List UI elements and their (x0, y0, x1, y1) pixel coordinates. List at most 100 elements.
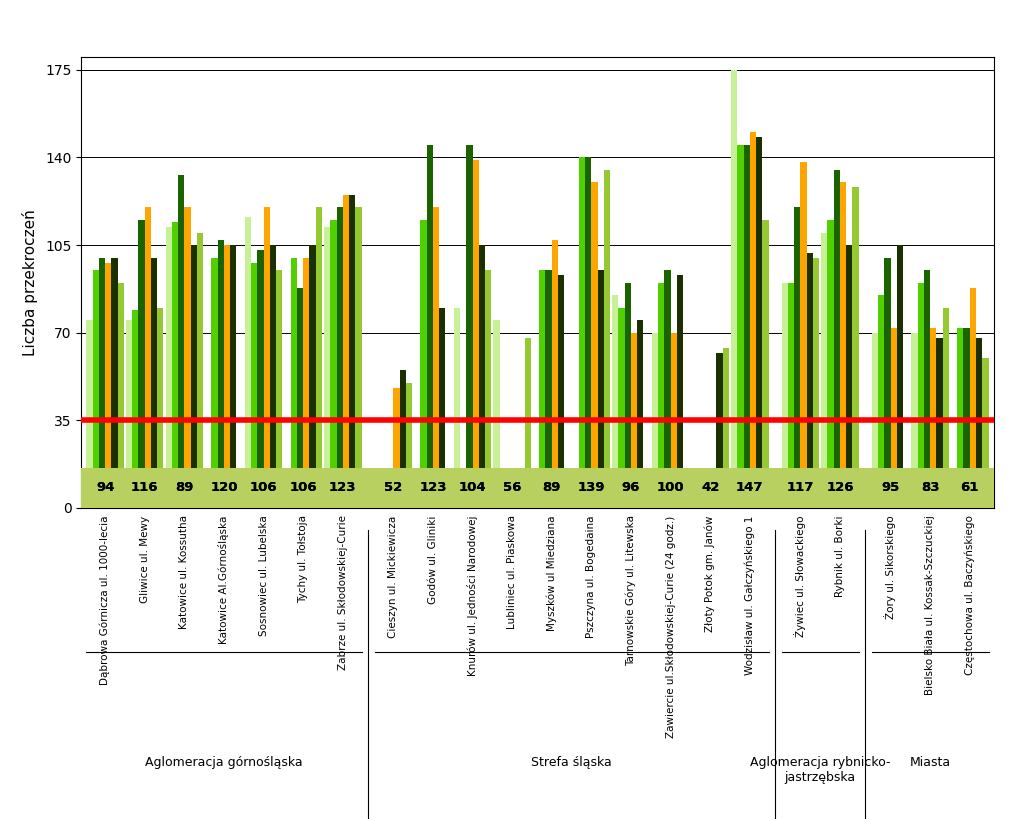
Bar (145, 207, 151, 508)
Bar (763, 220, 769, 508)
Text: 147: 147 (736, 482, 764, 494)
Bar (924, 270, 930, 508)
Text: 106: 106 (289, 482, 317, 494)
Bar (834, 170, 840, 508)
Text: 56: 56 (503, 482, 521, 494)
Bar (92, 270, 98, 508)
Bar (756, 138, 763, 508)
Text: 42: 42 (701, 482, 719, 494)
Text: 96: 96 (622, 482, 640, 494)
Bar (604, 170, 610, 508)
Bar (86, 320, 92, 508)
Bar (847, 245, 853, 508)
Text: Aglomeracja rybnicko-
jastrzębska: Aglomeracja rybnicko- jastrzębska (750, 756, 890, 784)
Bar (185, 207, 191, 508)
Bar (749, 133, 756, 508)
Bar (676, 275, 683, 508)
Bar (132, 310, 139, 508)
Bar (126, 320, 132, 508)
Text: 123: 123 (329, 482, 357, 494)
Bar (896, 245, 903, 508)
Text: 139: 139 (578, 482, 605, 494)
Bar (112, 257, 118, 508)
Text: 83: 83 (921, 482, 939, 494)
Text: 89: 89 (542, 482, 561, 494)
Bar (355, 207, 362, 508)
Bar (244, 218, 251, 508)
Bar (139, 220, 145, 508)
Bar (178, 175, 185, 508)
Bar (276, 270, 282, 508)
Bar (157, 308, 163, 508)
Bar (421, 220, 427, 508)
Text: 89: 89 (542, 482, 561, 494)
Bar (957, 328, 963, 508)
Text: 123: 123 (419, 482, 447, 494)
Bar (612, 295, 619, 508)
Bar (171, 223, 178, 508)
Bar (191, 245, 197, 508)
Bar (840, 183, 847, 508)
Bar (813, 257, 819, 508)
Text: 120: 120 (210, 482, 237, 494)
Bar (912, 333, 918, 508)
Bar (878, 295, 884, 508)
Bar (197, 233, 203, 508)
Bar (558, 275, 564, 508)
Bar (258, 250, 264, 508)
Bar (619, 308, 625, 508)
Bar (211, 257, 218, 508)
Bar (890, 328, 896, 508)
Text: 89: 89 (175, 482, 194, 494)
Bar (800, 162, 806, 508)
Text: 56: 56 (503, 482, 521, 494)
Bar (717, 353, 723, 508)
Bar (224, 245, 230, 508)
Y-axis label: Liczba przekroczeń: Liczba przekroczeń (22, 209, 39, 356)
Text: 126: 126 (826, 482, 854, 494)
Bar (546, 270, 552, 508)
Bar (652, 333, 658, 508)
Text: Miasta: Miasta (910, 756, 951, 768)
Bar (494, 320, 500, 508)
Text: 116: 116 (131, 482, 158, 494)
Text: 83: 83 (921, 482, 939, 494)
Bar (270, 245, 276, 508)
Bar (631, 333, 637, 508)
Bar (81, 468, 994, 508)
Text: 106: 106 (289, 482, 317, 494)
Bar (331, 220, 337, 508)
Bar (585, 157, 591, 508)
Bar (723, 347, 729, 508)
Text: 117: 117 (787, 482, 814, 494)
Bar (400, 370, 406, 508)
Bar (98, 257, 105, 508)
Bar (343, 195, 349, 508)
Bar (337, 207, 343, 508)
Bar (782, 283, 788, 508)
Bar (393, 387, 400, 508)
Text: 94: 94 (96, 482, 115, 494)
Text: 104: 104 (458, 482, 487, 494)
Bar (165, 228, 171, 508)
Text: 94: 94 (96, 482, 115, 494)
Bar (743, 145, 749, 508)
Bar (788, 283, 794, 508)
Bar (118, 283, 124, 508)
Bar (884, 257, 890, 508)
Bar (539, 270, 546, 508)
Bar (406, 382, 412, 508)
Bar (670, 333, 676, 508)
Bar (737, 145, 743, 508)
Bar (963, 328, 969, 508)
Text: 117: 117 (787, 482, 814, 494)
Bar (794, 207, 800, 508)
Bar (637, 320, 644, 508)
Text: Aglomeracja górnośląska: Aglomeracja górnośląska (145, 756, 303, 768)
Text: 106: 106 (249, 482, 278, 494)
Text: 89: 89 (175, 482, 194, 494)
Bar (427, 145, 433, 508)
Bar (264, 207, 270, 508)
Text: 123: 123 (329, 482, 357, 494)
Bar (297, 287, 303, 508)
